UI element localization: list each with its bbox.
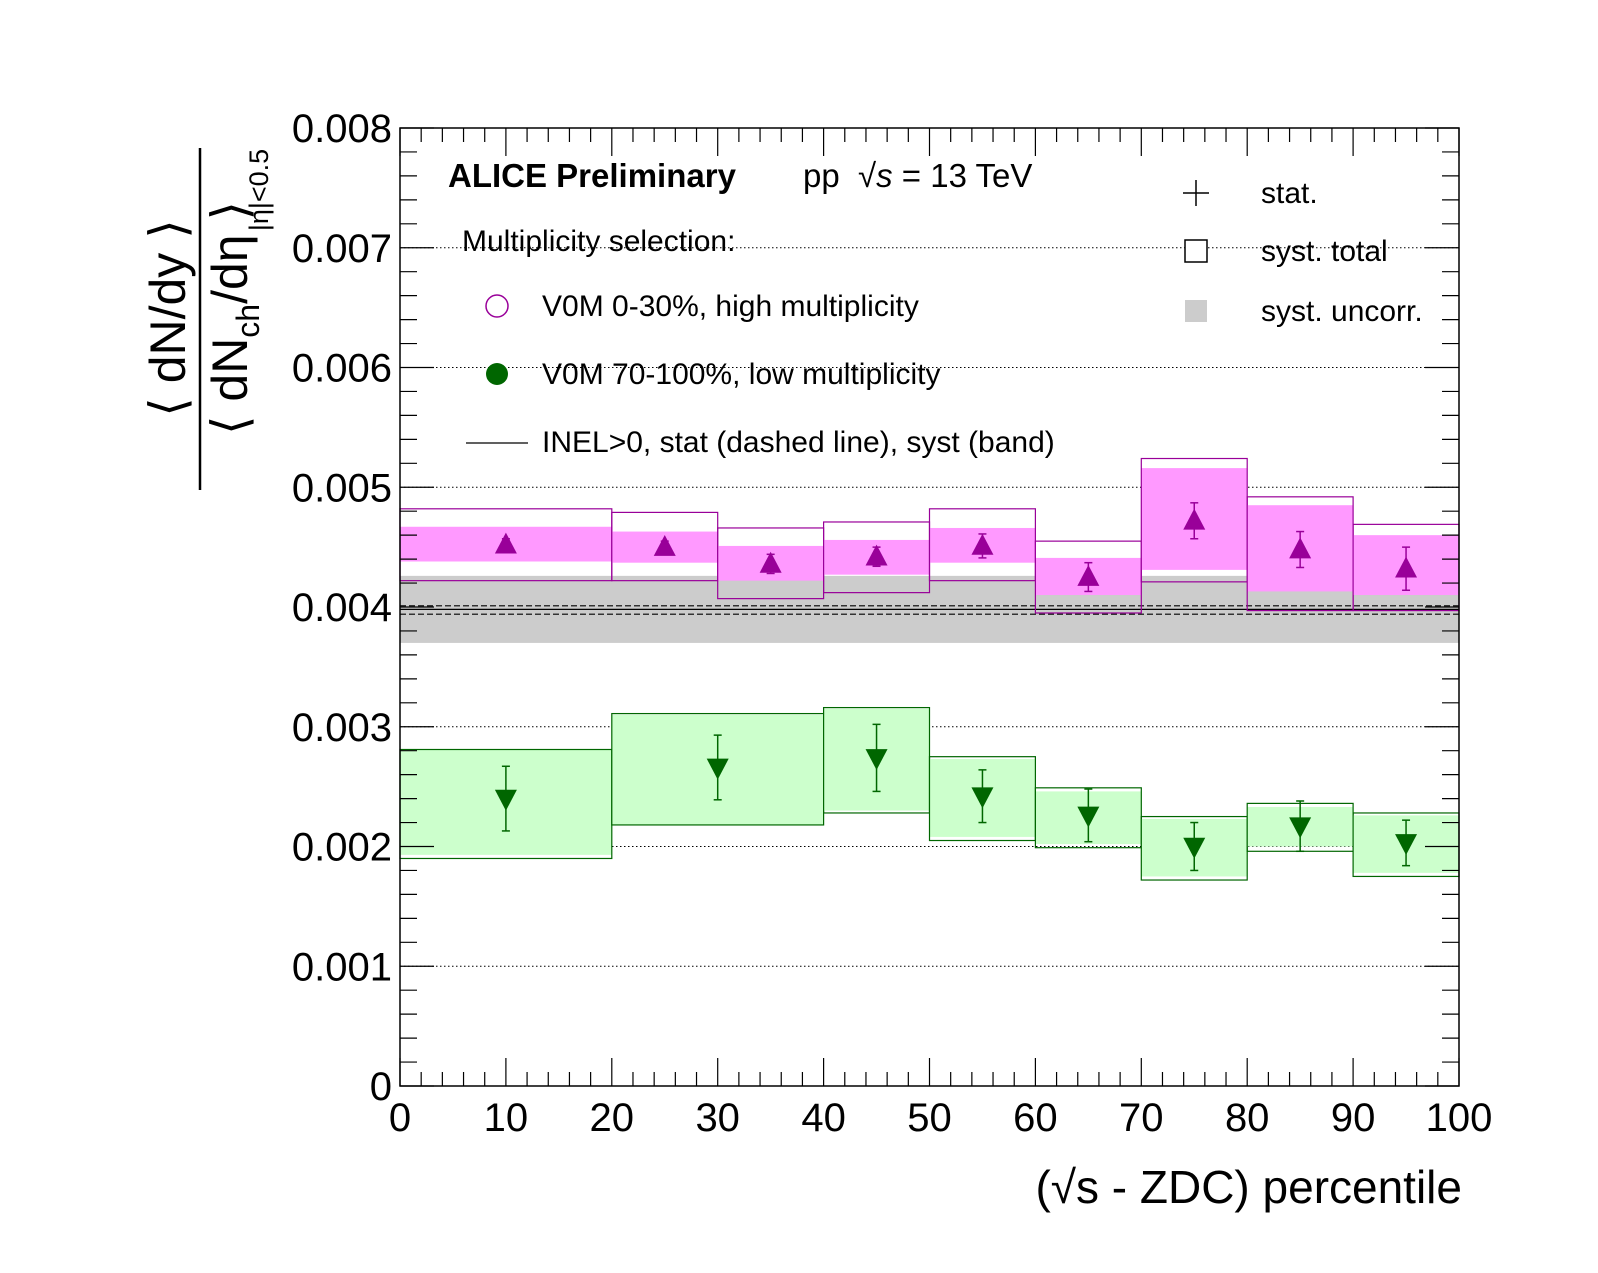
legend-syst-total-box (1184, 239, 1208, 263)
data-point-marker (1077, 564, 1100, 586)
data-point-marker (494, 532, 517, 554)
y-tick-label: 0.001 (292, 945, 392, 989)
legend-title: Multiplicity selection: (462, 225, 735, 258)
x-tick-label: 80 (1225, 1096, 1270, 1140)
data-point-marker (1289, 537, 1312, 559)
data-point-marker (759, 551, 782, 573)
y-axis-denominator: ⟨ dNch/dη ⟩ (202, 201, 266, 435)
y-tick-label: 0 (370, 1065, 392, 1109)
legend-open-circle-marker (485, 294, 509, 318)
energy-suffix: = 13 TeV (893, 157, 1033, 194)
data-point-marker (653, 535, 676, 556)
y-tick-label: 0.003 (292, 706, 392, 750)
data-point-marker (1395, 834, 1418, 856)
data-point-marker (494, 789, 517, 811)
experiment-label: ALICE Preliminary (448, 157, 737, 194)
x-tick-label: 60 (1013, 1096, 1058, 1140)
y-tick-label: 0.007 (292, 227, 392, 271)
y-axis-subscript: |η|<0.5 (244, 149, 274, 231)
data-point-marker (1077, 806, 1100, 828)
data-point-marker (1183, 837, 1206, 859)
x-tick-label: 10 (484, 1096, 529, 1140)
legend-error-label: syst. uncorr. (1261, 295, 1423, 328)
x-tick-label: 30 (695, 1096, 740, 1140)
legend: Multiplicity selection: V0M 0-30%, high m… (462, 177, 1423, 459)
data-point-marker (971, 787, 994, 809)
y-axis-denominator-sub: ch (230, 304, 266, 338)
legend-entry-label: V0M 70-100%, low multiplicity (542, 358, 940, 391)
x-tick-label: 0 (389, 1096, 411, 1140)
tick-labels: 0 10 20 30 40 50 60 70 80 90 100 0 0.001 0.002 0.003 0.… (292, 107, 1492, 1140)
y-tick-label: 0.006 (292, 347, 392, 391)
x-tick-label: 50 (907, 1096, 952, 1140)
legend-filled-circle-marker (486, 363, 508, 385)
legend-syst-uncorr-box (1185, 300, 1207, 322)
system-label: pp (803, 157, 840, 194)
energy-label: √s = 13 TeV (858, 157, 1032, 194)
y-tick-label: 0.008 (292, 107, 392, 151)
y-tick-label: 0.002 (292, 826, 392, 870)
y-axis-denominator-main: ⟨ dN (202, 338, 258, 435)
y-axis-label: ⟨ dN/dy ⟩ ⟨ dNch/dη ⟩ |η|<0.5 (140, 148, 274, 490)
y-tick-label: 0.005 (292, 466, 392, 510)
legend-entry-label: INEL>0, stat (dashed line), syst (band) (542, 426, 1055, 459)
x-tick-label: 20 (590, 1096, 635, 1140)
data-point-marker (1395, 556, 1418, 578)
legend-error-label: stat. (1261, 177, 1318, 210)
legend-error-label: syst. total (1261, 235, 1388, 268)
x-tick-label: 90 (1331, 1096, 1376, 1140)
legend-entry-label: V0M 0-30%, high multiplicity (542, 290, 919, 323)
header: ALICE Preliminary pp √s = 13 TeV (448, 157, 1032, 194)
y-axis-numerator: ⟨ dN/dy ⟩ (140, 219, 196, 416)
y-tick-label: 0.004 (292, 586, 392, 630)
energy-s: s (876, 157, 893, 194)
x-axis-label: (√s - ZDC) percentile (1035, 1161, 1462, 1213)
data-point-marker (706, 758, 729, 780)
plot-frame (399, 127, 1460, 1087)
y-axis-denominator-tail: /dη ⟩ (202, 201, 258, 304)
energy-sqrt: √ (858, 157, 877, 194)
data-point-marker (865, 749, 888, 770)
x-tick-label: 40 (801, 1096, 846, 1140)
x-tick-label: 70 (1119, 1096, 1164, 1140)
x-tick-label: 100 (1426, 1096, 1493, 1140)
data-point-marker (1289, 817, 1312, 839)
data-point-marker (971, 533, 994, 555)
data-points (494, 502, 1418, 872)
data-point-marker (1183, 508, 1206, 530)
data-point-marker (865, 544, 888, 566)
